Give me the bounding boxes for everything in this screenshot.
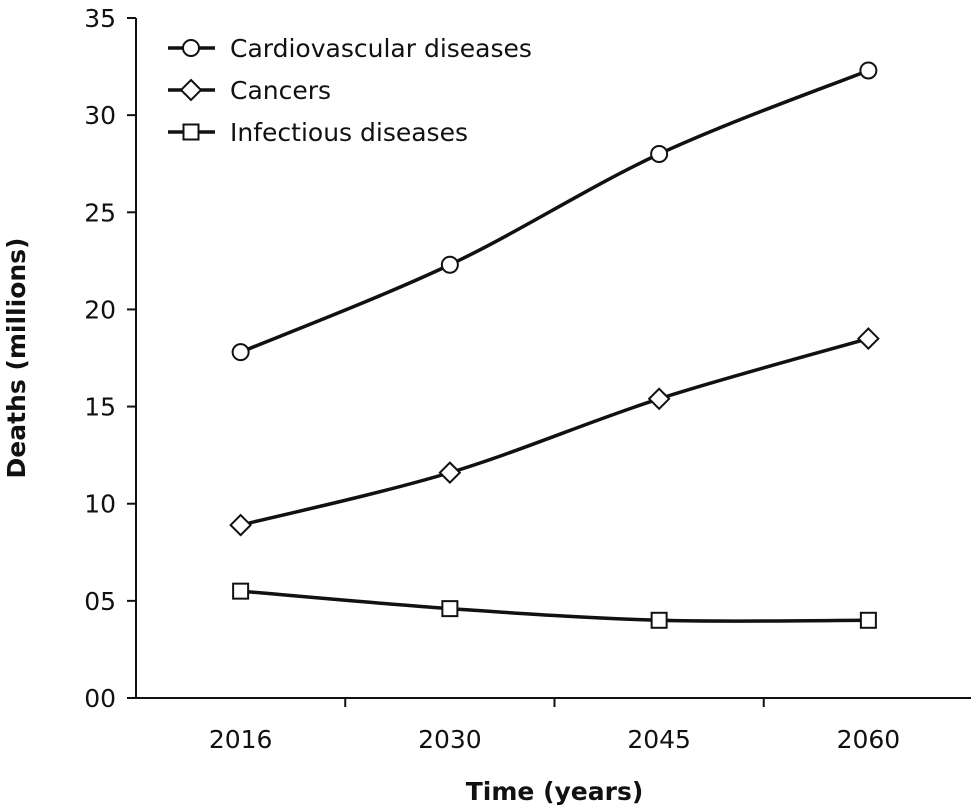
- legend-label: Infectious diseases: [230, 118, 468, 147]
- series-cancers: [229, 327, 880, 537]
- data-point: [856, 327, 880, 350]
- data-point: [650, 145, 669, 163]
- series-line: [240, 336, 869, 527]
- y-tick-label: 30: [84, 101, 116, 130]
- x-axis-title: Time (years): [466, 777, 644, 806]
- data-point: [859, 611, 877, 629]
- data-point: [438, 461, 462, 485]
- series-line: [239, 68, 870, 354]
- data-point: [441, 600, 459, 618]
- series-infectious-diseases: [232, 582, 877, 629]
- series-cardiovascular-diseases: [231, 61, 878, 362]
- legend-item-cancers: Cancers: [168, 76, 331, 105]
- data-point: [647, 387, 671, 411]
- legend-marker: [179, 78, 203, 102]
- legend-label: Cancers: [230, 76, 331, 105]
- y-axis-title: Deaths (millions): [2, 238, 31, 479]
- x-tick-label: 2060: [837, 725, 901, 754]
- y-tick-label: 05: [84, 587, 116, 616]
- legend-marker: [182, 39, 200, 57]
- y-tick-label: 25: [84, 198, 116, 227]
- legend-item-infectious-diseases: Infectious diseases: [168, 118, 468, 147]
- x-tick-label: 2016: [209, 725, 273, 754]
- x-tick-label: 2030: [418, 725, 482, 754]
- y-tick-label: 00: [84, 684, 116, 713]
- series-line: [240, 589, 869, 623]
- legend-marker: [182, 123, 200, 141]
- data-point: [440, 255, 459, 274]
- legend: Cardiovascular diseases Cancers Infectious…: [168, 34, 532, 147]
- y-axis-ticks: 00 05 10 15 20 25 30 35: [84, 4, 136, 713]
- x-tick-label: 2045: [627, 725, 691, 754]
- data-point: [231, 343, 250, 362]
- legend-item-cardiovascular-diseases: Cardiovascular diseases: [168, 34, 532, 63]
- data-point: [650, 611, 668, 629]
- y-tick-label: 10: [84, 490, 116, 519]
- y-tick-label: 35: [84, 4, 116, 33]
- x-axis-ticks: 2016 2030 2045 2060: [209, 698, 900, 754]
- data-point: [232, 582, 250, 600]
- legend-label: Cardiovascular diseases: [230, 34, 532, 63]
- y-tick-label: 15: [84, 393, 116, 422]
- data-point: [859, 61, 878, 80]
- y-tick-label: 20: [84, 295, 116, 324]
- data-point: [229, 513, 253, 537]
- series-layer: [229, 61, 880, 629]
